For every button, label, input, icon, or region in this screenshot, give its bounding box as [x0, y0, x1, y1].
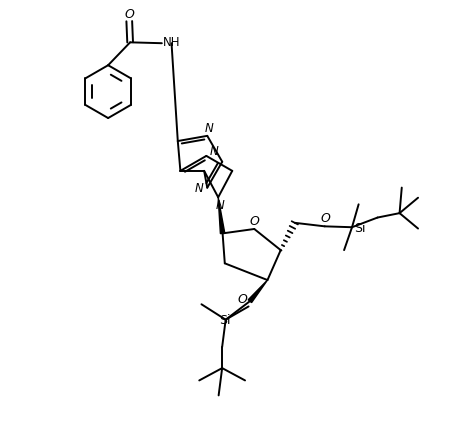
Text: Si: Si	[354, 222, 366, 235]
Text: N: N	[210, 145, 218, 158]
Text: O: O	[249, 214, 259, 228]
Text: N: N	[195, 182, 204, 195]
Text: N: N	[216, 199, 225, 212]
Text: Si: Si	[219, 314, 230, 327]
Text: N: N	[205, 122, 214, 135]
Polygon shape	[218, 197, 225, 233]
Text: O: O	[124, 8, 134, 21]
Polygon shape	[248, 280, 268, 303]
Text: O: O	[321, 212, 330, 225]
Text: O: O	[237, 293, 247, 307]
Text: NH: NH	[163, 36, 180, 49]
